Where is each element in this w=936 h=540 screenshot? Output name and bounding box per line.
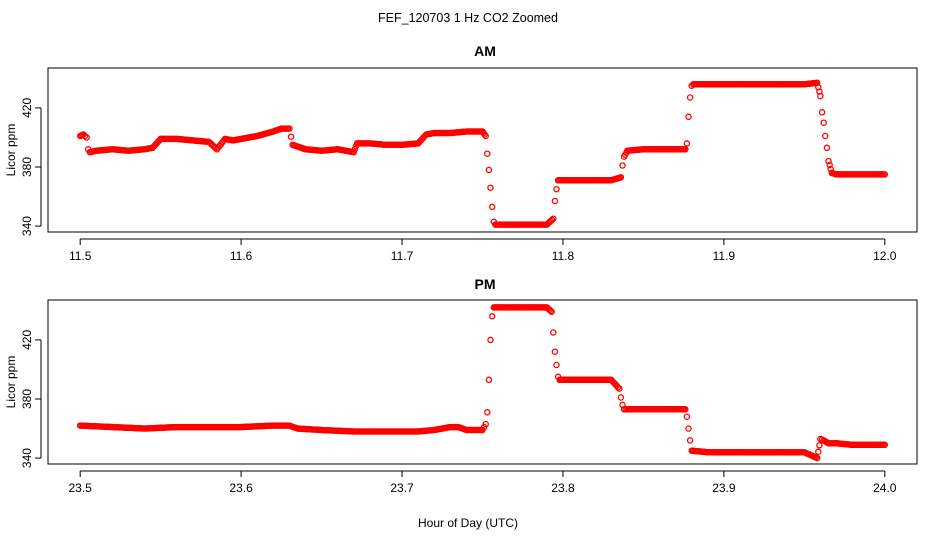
data-point bbox=[351, 146, 359, 153]
data-point bbox=[619, 162, 626, 169]
y-tick-label: 380 bbox=[20, 389, 34, 409]
y-tick-label: 340 bbox=[20, 448, 34, 468]
data-point bbox=[686, 437, 694, 444]
panel-pm: PM Licor ppm 23.5 23.6 23.7 23.8 23.9 24.0 340… bbox=[4, 276, 918, 495]
data-point bbox=[881, 441, 889, 449]
data-point bbox=[685, 425, 692, 432]
y-axis-label-pm: Licor ppm bbox=[4, 356, 18, 409]
data-point bbox=[881, 171, 889, 178]
data-point bbox=[825, 157, 832, 165]
data-point bbox=[614, 383, 622, 391]
panel-title-pm: PM bbox=[475, 276, 496, 292]
data-point bbox=[686, 94, 694, 101]
x-tick-label: 23.9 bbox=[712, 481, 736, 495]
x-axis-label: Hour of Day (UTC) bbox=[418, 516, 518, 530]
plot-frame-pm bbox=[47, 299, 918, 465]
data-point bbox=[286, 125, 293, 132]
x-tick-label: 12.0 bbox=[873, 249, 897, 263]
data-point bbox=[487, 184, 494, 191]
y-axis-label-am: Licor ppm bbox=[4, 124, 18, 177]
data-point bbox=[287, 133, 295, 140]
x-tick-label: 23.8 bbox=[551, 481, 575, 495]
data-point bbox=[550, 215, 557, 222]
data-point bbox=[488, 203, 496, 211]
y-tick-label: 380 bbox=[20, 157, 34, 177]
data-point bbox=[683, 140, 691, 147]
panel-am: AM Licor ppm 11.5 11.6 11.7 11.8 11.9 12.0 340… bbox=[4, 43, 918, 263]
data-point bbox=[350, 148, 358, 156]
data-point bbox=[485, 166, 493, 174]
data-point bbox=[682, 146, 689, 153]
data-point bbox=[685, 113, 692, 121]
data-point bbox=[682, 406, 689, 413]
axes-pm: 23.5 23.6 23.7 23.8 23.9 24.0 340 380 420 bbox=[20, 330, 897, 495]
data-point bbox=[813, 454, 821, 462]
data-point bbox=[484, 409, 491, 416]
data-point bbox=[547, 307, 554, 314]
x-tick-label: 23.7 bbox=[390, 481, 414, 495]
x-tick-label: 11.5 bbox=[69, 249, 92, 263]
data-point bbox=[617, 174, 625, 181]
x-tick-label: 11.6 bbox=[230, 249, 253, 263]
axes-am: 11.5 11.6 11.7 11.8 11.9 12.0 340 380 420 bbox=[20, 98, 897, 263]
figure-title: FEF_120703 1 Hz CO2 Zoomed bbox=[378, 11, 558, 25]
data-point bbox=[823, 144, 831, 152]
data-point bbox=[553, 361, 560, 369]
points-am bbox=[76, 79, 889, 228]
data-point bbox=[826, 161, 833, 169]
data-point bbox=[817, 92, 824, 100]
y-tick-label: 420 bbox=[20, 98, 34, 118]
data-point bbox=[548, 216, 556, 224]
x-tick-label: 23.5 bbox=[69, 481, 93, 495]
x-tick-label: 11.9 bbox=[713, 249, 736, 263]
data-point bbox=[83, 134, 90, 141]
data-point bbox=[815, 448, 822, 455]
data-point bbox=[488, 313, 496, 320]
data-point bbox=[485, 376, 493, 384]
data-point bbox=[818, 109, 826, 116]
data-point bbox=[487, 336, 494, 344]
y-tick-label: 340 bbox=[20, 216, 34, 236]
data-point bbox=[482, 420, 489, 428]
plot-frame-am bbox=[47, 67, 918, 233]
data-point bbox=[683, 413, 691, 420]
data-point bbox=[816, 442, 823, 449]
data-point bbox=[548, 308, 555, 316]
data-point bbox=[617, 394, 625, 401]
x-tick-label: 24.0 bbox=[873, 481, 897, 495]
data-point bbox=[822, 132, 829, 140]
points-pm bbox=[76, 304, 889, 462]
y-tick-label: 420 bbox=[20, 330, 34, 350]
data-point bbox=[550, 329, 557, 336]
data-point bbox=[81, 132, 89, 140]
data-point bbox=[616, 385, 623, 392]
data-point bbox=[484, 150, 491, 157]
data-point bbox=[482, 132, 489, 140]
x-tick-label: 23.6 bbox=[229, 481, 253, 495]
x-tick-label: 11.7 bbox=[391, 249, 414, 263]
data-point bbox=[551, 197, 559, 205]
data-point bbox=[551, 348, 559, 355]
data-point bbox=[820, 119, 827, 126]
x-tick-label: 11.8 bbox=[552, 249, 575, 263]
panel-title-am: AM bbox=[474, 43, 496, 59]
data-point bbox=[553, 185, 560, 193]
